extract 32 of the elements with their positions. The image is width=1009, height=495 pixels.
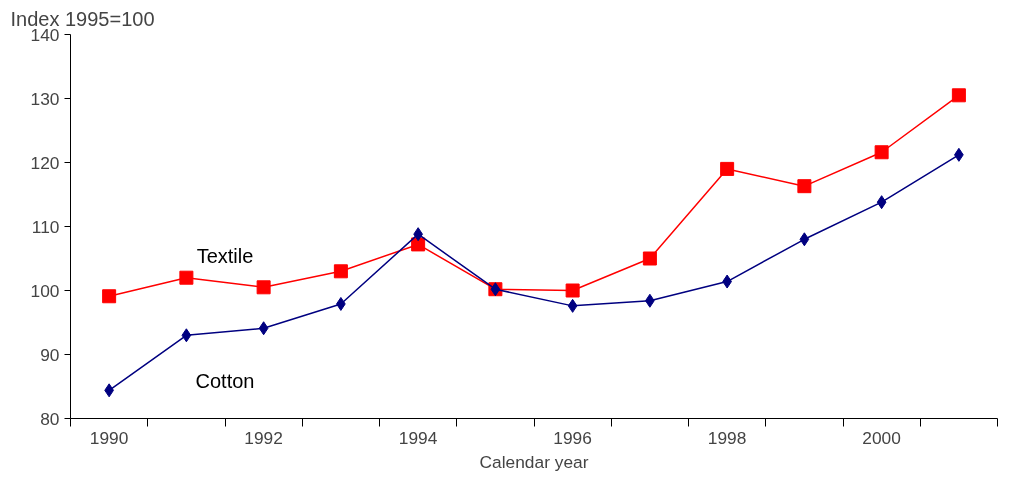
point <box>102 289 117 304</box>
point <box>333 264 348 279</box>
point <box>874 145 889 160</box>
point <box>565 283 580 298</box>
point <box>876 195 887 210</box>
x-axis-title: Calendar year <box>479 451 589 472</box>
y-tick-label: 110 <box>31 216 60 237</box>
y-axis-title: Index 1995=100 <box>10 7 155 30</box>
point <box>797 179 812 194</box>
point <box>411 237 426 252</box>
x-tick-label: 2000 <box>862 427 901 448</box>
x-tick-label: 1996 <box>553 427 592 448</box>
x-tick-label: 1992 <box>244 427 283 448</box>
x-tick-label: 1994 <box>398 427 438 448</box>
point <box>642 251 657 266</box>
y-tick-label: 80 <box>40 408 60 429</box>
point <box>179 270 194 285</box>
point <box>951 88 966 103</box>
y-tick-label: 130 <box>30 88 60 109</box>
point <box>799 232 810 247</box>
y-tick-label: 100 <box>30 280 60 301</box>
x-tick-label: 1998 <box>707 427 747 448</box>
y-tick-label: 120 <box>30 152 60 173</box>
point <box>720 161 735 176</box>
series-label: Textile <box>196 244 254 267</box>
point <box>181 328 192 343</box>
point <box>256 280 271 295</box>
series-label: Cotton <box>195 369 255 392</box>
point <box>567 298 578 313</box>
x-tick-label: 1990 <box>89 427 129 448</box>
point <box>258 321 269 336</box>
y-tick-label: 90 <box>40 344 60 365</box>
